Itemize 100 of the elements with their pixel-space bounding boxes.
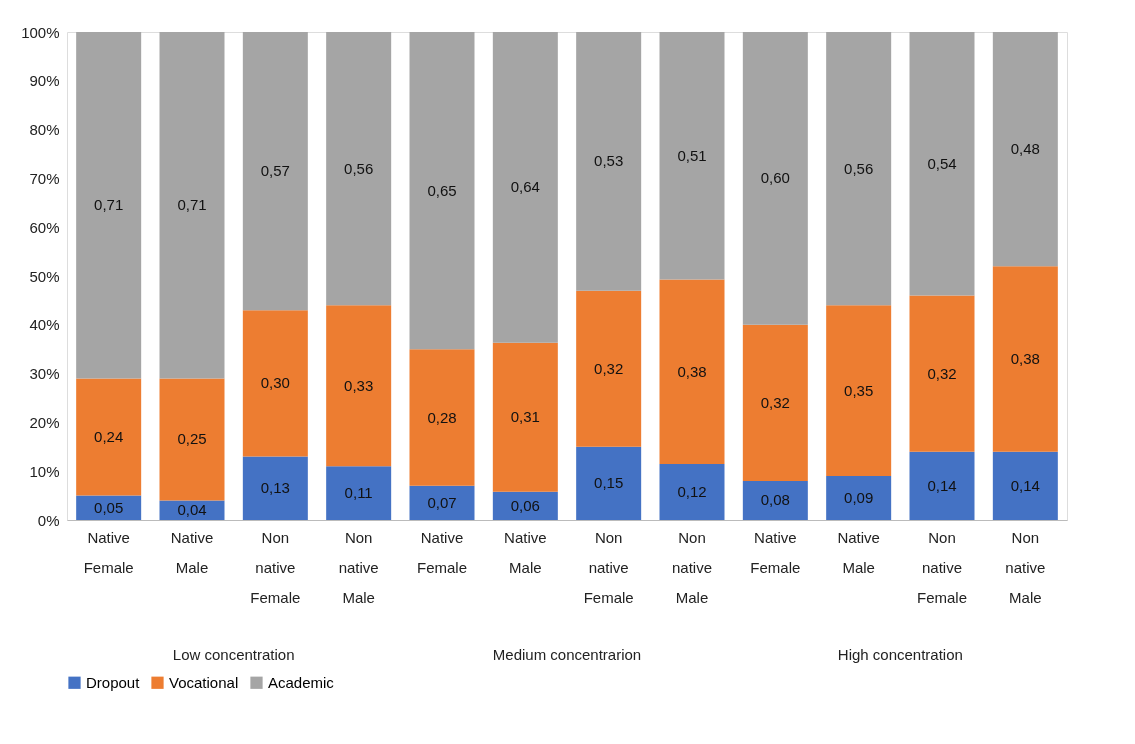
bar — [326, 32, 392, 306]
bar — [76, 32, 142, 379]
y-tick-label: 80% — [29, 121, 60, 139]
bar — [159, 378, 225, 501]
y-tick-label: 60% — [29, 218, 60, 236]
bar — [826, 476, 892, 520]
data-label: 0,24 — [94, 428, 124, 446]
x-tick-label: Native Male — [504, 528, 547, 576]
data-label: 0,57 — [260, 162, 290, 180]
data-label: 0,60 — [760, 169, 790, 187]
y-tick-label: 30% — [29, 365, 60, 383]
data-label: 0,32 — [927, 364, 957, 382]
data-label: 0,28 — [427, 408, 457, 426]
data-label: 0,56 — [844, 159, 874, 177]
data-label: 0,09 — [844, 489, 874, 507]
x-tick-label: Native Female — [83, 528, 134, 576]
bar — [242, 32, 308, 311]
bar — [242, 456, 308, 520]
data-label: 0,13 — [260, 479, 290, 497]
data-label: 0,07 — [427, 493, 457, 511]
legend-label: Dropout — [86, 673, 141, 691]
data-label: 0,38 — [1010, 349, 1040, 367]
bar — [826, 32, 892, 306]
data-label: 0,53 — [594, 152, 624, 170]
bar — [492, 491, 558, 520]
data-label: 0,15 — [594, 474, 624, 492]
data-label: 0,56 — [344, 159, 374, 177]
bar — [576, 32, 642, 291]
bar — [909, 32, 975, 296]
x-tick-label: Native Female — [416, 528, 468, 576]
data-label: 0,32 — [760, 393, 790, 411]
data-label: 0,33 — [344, 376, 374, 394]
data-label: 0,14 — [1010, 476, 1040, 494]
bar — [992, 266, 1058, 452]
text: Medium concentrarion — [492, 646, 642, 663]
x-tick-label: Non native Male — [671, 528, 713, 606]
text: Low concentration — [172, 646, 295, 663]
data-label: 0,31 — [510, 408, 540, 426]
legend-label: Academic — [268, 673, 335, 691]
y-tick-label: 50% — [29, 267, 60, 285]
bar — [659, 463, 725, 520]
data-label: 0,51 — [677, 146, 707, 164]
bar — [992, 32, 1058, 267]
bar — [576, 446, 642, 520]
bar — [159, 32, 225, 379]
legend-label: Vocational — [169, 673, 239, 691]
data-label: 0,65 — [427, 181, 457, 199]
data-label: 0,04 — [177, 501, 207, 519]
bar — [326, 466, 392, 520]
data-label: 0,06 — [510, 496, 540, 514]
bar — [659, 279, 725, 464]
x-tick-label: Non native Female — [583, 528, 634, 606]
data-label: 0,38 — [677, 362, 707, 380]
y-tick-label: 10% — [29, 462, 60, 480]
y-tick-label: 100% — [21, 23, 60, 41]
data-label: 0,25 — [177, 430, 207, 448]
bar — [159, 500, 225, 520]
y-tick-label: 20% — [29, 413, 60, 431]
data-label: 0,71 — [94, 196, 124, 214]
bar — [909, 295, 975, 452]
y-tick-label: 40% — [29, 316, 60, 334]
bar — [992, 451, 1058, 520]
data-label: 0,11 — [344, 484, 373, 502]
x-tick-label: Non native Female — [250, 528, 301, 606]
bar — [659, 32, 725, 280]
bar — [742, 32, 808, 325]
bar — [742, 324, 808, 481]
y-tick-label: 70% — [29, 169, 60, 187]
x-tick-label: Non native Male — [1005, 528, 1046, 606]
bar — [409, 485, 475, 520]
x-tick-label: Native Male — [837, 528, 880, 576]
bar — [742, 480, 808, 520]
data-label: 0,48 — [1010, 140, 1040, 158]
data-label: 0,32 — [594, 359, 624, 377]
data-label: 0,54 — [927, 154, 957, 172]
data-label: 0,05 — [94, 498, 124, 516]
data-label: 0,35 — [844, 381, 874, 399]
bar — [242, 310, 308, 457]
bar — [76, 378, 142, 496]
bar — [909, 451, 975, 520]
text: High concentration — [837, 646, 963, 663]
data-label: 0,14 — [927, 476, 957, 494]
x-tick-label: Non native Male — [338, 528, 379, 606]
data-label: 0,12 — [677, 482, 707, 500]
bar — [409, 349, 475, 486]
x-tick-label: Non native Female — [916, 528, 968, 606]
bar — [826, 305, 892, 477]
bar — [576, 290, 642, 447]
data-label: 0,08 — [760, 491, 790, 509]
x-tick-label: Native Male — [170, 528, 214, 576]
y-tick-label: 0% — [37, 511, 60, 529]
x-tick-label: Native Female — [750, 528, 801, 576]
data-label: 0,64 — [510, 178, 540, 196]
data-label: 0,71 — [177, 196, 207, 214]
bar — [409, 32, 475, 350]
bar — [492, 32, 558, 343]
bar — [492, 342, 558, 492]
y-tick-label: 90% — [29, 72, 60, 90]
data-label: 0,30 — [260, 374, 290, 392]
bar — [326, 305, 392, 467]
